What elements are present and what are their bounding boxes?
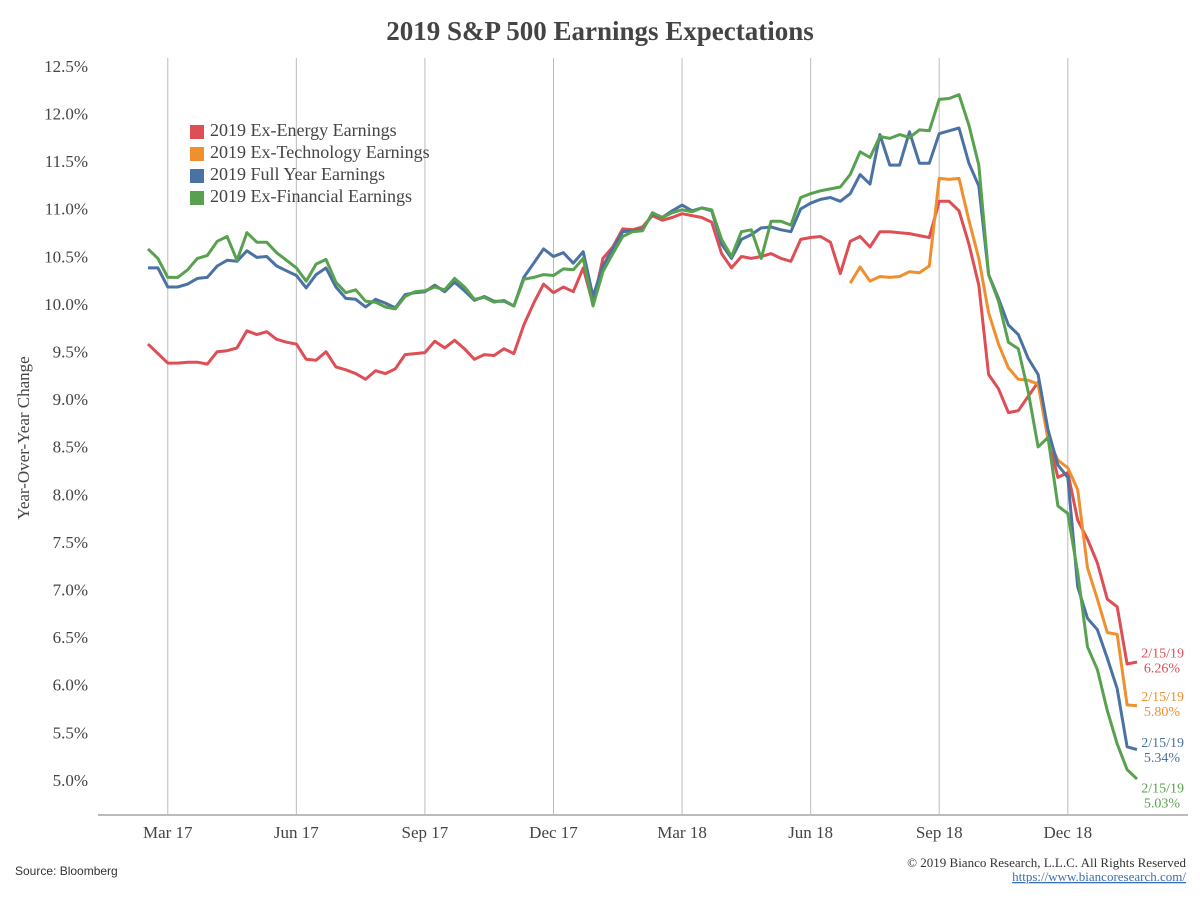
y-tick-label: 6.0% <box>53 676 88 695</box>
legend-label: 2019 Ex-Financial Earnings <box>210 186 412 206</box>
y-tick-label: 12.0% <box>44 105 88 124</box>
end-value-label: 5.34% <box>1144 751 1181 766</box>
y-tick-label: 7.5% <box>53 533 88 552</box>
x-tick-label: Mar 18 <box>657 823 707 842</box>
legend-swatch <box>190 147 204 161</box>
y-tick-label: 12.5% <box>44 57 88 76</box>
y-tick-label: 11.5% <box>45 152 88 171</box>
y-tick-label: 9.5% <box>53 343 88 362</box>
series-line <box>848 176 1138 708</box>
y-tick-label: 8.5% <box>53 438 88 457</box>
y-tick-label: 5.0% <box>53 771 88 790</box>
x-tick-label: Jun 17 <box>274 823 319 842</box>
copyright: © 2019 Bianco Research, L.L.C. All Right… <box>907 855 1186 870</box>
x-tick-label: Sep 18 <box>916 823 963 842</box>
y-tick-label: 10.0% <box>44 295 88 314</box>
x-tick-label: Dec 18 <box>1043 823 1092 842</box>
legend-swatch <box>190 125 204 139</box>
end-date-label: 2/15/19 <box>1141 646 1184 661</box>
legend-swatch <box>190 191 204 205</box>
y-tick-label: 10.5% <box>44 247 88 266</box>
y-tick-label: 8.0% <box>53 485 88 504</box>
x-tick-label: Dec 17 <box>529 823 578 842</box>
legend-label: 2019 Ex-Energy Earnings <box>210 120 397 140</box>
y-tick-label: 7.0% <box>53 581 88 600</box>
x-tick-label: Mar 17 <box>143 823 193 842</box>
end-value-label: 5.80% <box>1144 705 1181 720</box>
end-date-label: 2/15/19 <box>1141 781 1184 796</box>
y-axis-label: Year-Over-Year Change <box>14 356 33 519</box>
legend-label: 2019 Ex-Technology Earnings <box>210 142 430 162</box>
x-tick-label: Sep 17 <box>402 823 449 842</box>
end-value-label: 5.03% <box>1144 796 1181 811</box>
series-line <box>146 93 1139 781</box>
source: Source: Bloomberg <box>15 864 118 878</box>
website-link[interactable]: https://www.biancoresearch.com/ <box>1012 869 1186 884</box>
legend-label: 2019 Full Year Earnings <box>210 164 385 184</box>
end-date-label: 2/15/19 <box>1141 736 1184 751</box>
x-tick-label: Jun 18 <box>788 823 833 842</box>
end-date-label: 2/15/19 <box>1141 690 1184 705</box>
y-tick-label: 9.0% <box>53 390 88 409</box>
end-value-label: 6.26% <box>1144 661 1181 676</box>
y-tick-label: 11.0% <box>45 200 88 219</box>
y-tick-label: 5.5% <box>53 723 88 742</box>
y-tick-label: 6.5% <box>53 628 88 647</box>
legend-swatch <box>190 169 204 183</box>
chart-title: 2019 S&P 500 Earnings Expectations <box>386 16 814 46</box>
